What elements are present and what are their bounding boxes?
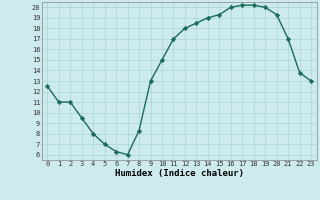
X-axis label: Humidex (Indice chaleur): Humidex (Indice chaleur)	[115, 169, 244, 178]
